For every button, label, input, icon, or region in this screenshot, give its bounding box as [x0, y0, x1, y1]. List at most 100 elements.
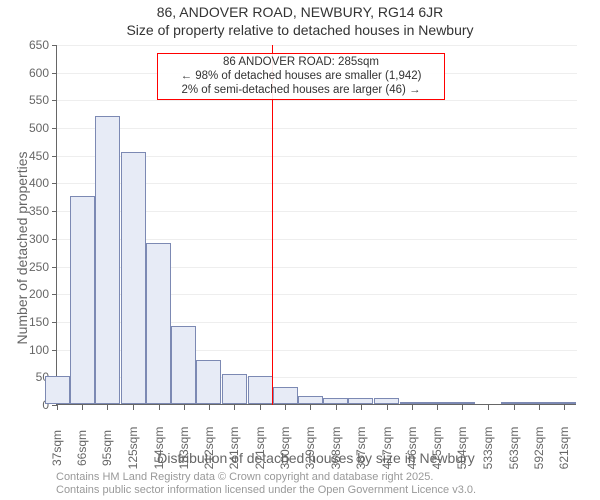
ytick-label: 450 [17, 149, 49, 163]
xtick-label: 446sqm [405, 418, 419, 478]
xtick-mark [82, 405, 83, 410]
histogram-bar [551, 402, 576, 404]
annotation-box: 86 ANDOVER ROAD: 285sqm← 98% of detached… [157, 53, 445, 100]
histogram-bar [222, 374, 247, 404]
histogram-bar [146, 243, 171, 404]
ytick-mark [52, 100, 57, 101]
histogram-bar [348, 398, 373, 404]
xtick-label: 475sqm [430, 418, 444, 478]
ytick-label: 600 [17, 66, 49, 80]
xtick-label: 37sqm [50, 418, 64, 478]
xtick-label: 329sqm [303, 418, 317, 478]
xtick-label: 212sqm [202, 418, 216, 478]
ytick-mark [52, 322, 57, 323]
xtick-label: 387sqm [354, 418, 368, 478]
ytick-label: 650 [17, 38, 49, 52]
x-axis-label: Distribution of detached houses by size … [56, 450, 576, 466]
chart-container: 86, ANDOVER ROAD, NEWBURY, RG14 6JR Size… [0, 0, 600, 500]
xtick-label: 563sqm [507, 418, 521, 478]
ytick-label: 100 [17, 343, 49, 357]
histogram-bar [70, 196, 95, 404]
xtick-mark [514, 405, 515, 410]
xtick-mark [234, 405, 235, 410]
xtick-label: 271sqm [253, 418, 267, 478]
annotation-line: 2% of semi-detached houses are larger (4… [162, 84, 440, 98]
histogram-bar [374, 398, 399, 404]
ytick-mark [52, 156, 57, 157]
xtick-mark [107, 405, 108, 410]
xtick-mark [564, 405, 565, 410]
ytick-mark [52, 128, 57, 129]
ytick-label: 150 [17, 315, 49, 329]
xtick-mark [462, 405, 463, 410]
ytick-label: 500 [17, 121, 49, 135]
ytick-label: 350 [17, 204, 49, 218]
xtick-mark [209, 405, 210, 410]
ytick-label: 400 [17, 176, 49, 190]
xtick-mark [387, 405, 388, 410]
xtick-label: 592sqm [532, 418, 546, 478]
xtick-mark [361, 405, 362, 410]
histogram-bar [323, 398, 348, 404]
xtick-mark [184, 405, 185, 410]
ytick-mark [52, 294, 57, 295]
xtick-label: 533sqm [481, 418, 495, 478]
xtick-label: 504sqm [455, 418, 469, 478]
histogram-bar [400, 402, 425, 404]
histogram-bar [171, 326, 196, 404]
xtick-label: 154sqm [152, 418, 166, 478]
ytick-label: 200 [17, 287, 49, 301]
histogram-bar [196, 360, 221, 404]
xtick-mark [260, 405, 261, 410]
histogram-bar [273, 387, 298, 404]
xtick-label: 95sqm [100, 418, 114, 478]
xtick-label: 621sqm [557, 418, 571, 478]
gridline-h [57, 45, 577, 46]
gridline-h [57, 100, 577, 101]
ytick-mark [52, 73, 57, 74]
xtick-label: 358sqm [329, 418, 343, 478]
annotation-line: ← 98% of detached houses are smaller (1,… [162, 70, 440, 84]
ytick-mark [52, 239, 57, 240]
histogram-bar [450, 402, 475, 404]
histogram-bar [45, 376, 70, 404]
xtick-mark [336, 405, 337, 410]
xtick-mark [159, 405, 160, 410]
ytick-label: 550 [17, 93, 49, 107]
chart-title-line2: Size of property relative to detached ho… [0, 22, 600, 38]
xtick-label: 241sqm [227, 418, 241, 478]
plot-area: 0501001502002503003504004505005506006503… [56, 45, 576, 405]
xtick-mark [412, 405, 413, 410]
xtick-label: 300sqm [278, 418, 292, 478]
xtick-label: 183sqm [177, 418, 191, 478]
ytick-mark [52, 350, 57, 351]
histogram-bar [501, 402, 526, 404]
ytick-mark [52, 45, 57, 46]
xtick-mark [310, 405, 311, 410]
chart-title-line1: 86, ANDOVER ROAD, NEWBURY, RG14 6JR [0, 4, 600, 20]
ytick-mark [52, 183, 57, 184]
xtick-mark [285, 405, 286, 410]
histogram-bar [425, 402, 450, 404]
gridline-h [57, 128, 577, 129]
ytick-mark [52, 211, 57, 212]
xtick-mark [437, 405, 438, 410]
ytick-label: 250 [17, 260, 49, 274]
xtick-mark [539, 405, 540, 410]
xtick-mark [57, 405, 58, 410]
footer-line2: Contains public sector information licen… [56, 484, 576, 497]
ytick-label: 300 [17, 232, 49, 246]
footer-attribution: Contains HM Land Registry data © Crown c… [56, 471, 576, 496]
histogram-bar [95, 116, 120, 404]
xtick-mark [488, 405, 489, 410]
ytick-mark [52, 267, 57, 268]
xtick-label: 417sqm [380, 418, 394, 478]
histogram-bar [121, 152, 146, 404]
histogram-bar [526, 402, 551, 404]
footer-line1: Contains HM Land Registry data © Crown c… [56, 471, 576, 484]
histogram-bar [298, 396, 323, 404]
annotation-line: 86 ANDOVER ROAD: 285sqm [162, 56, 440, 70]
xtick-label: 66sqm [75, 418, 89, 478]
xtick-mark [133, 405, 134, 410]
histogram-bar [248, 376, 273, 404]
